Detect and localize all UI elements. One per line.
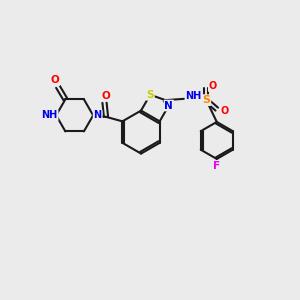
Text: F: F xyxy=(213,161,220,171)
Text: O: O xyxy=(101,91,110,101)
Text: N: N xyxy=(94,110,102,120)
Text: NH: NH xyxy=(41,110,58,120)
Text: S: S xyxy=(202,95,210,105)
Text: O: O xyxy=(220,106,228,116)
Text: O: O xyxy=(209,81,217,91)
Text: S: S xyxy=(146,90,154,100)
Text: O: O xyxy=(51,75,59,85)
Text: NH: NH xyxy=(185,91,202,101)
Text: N: N xyxy=(164,100,173,110)
